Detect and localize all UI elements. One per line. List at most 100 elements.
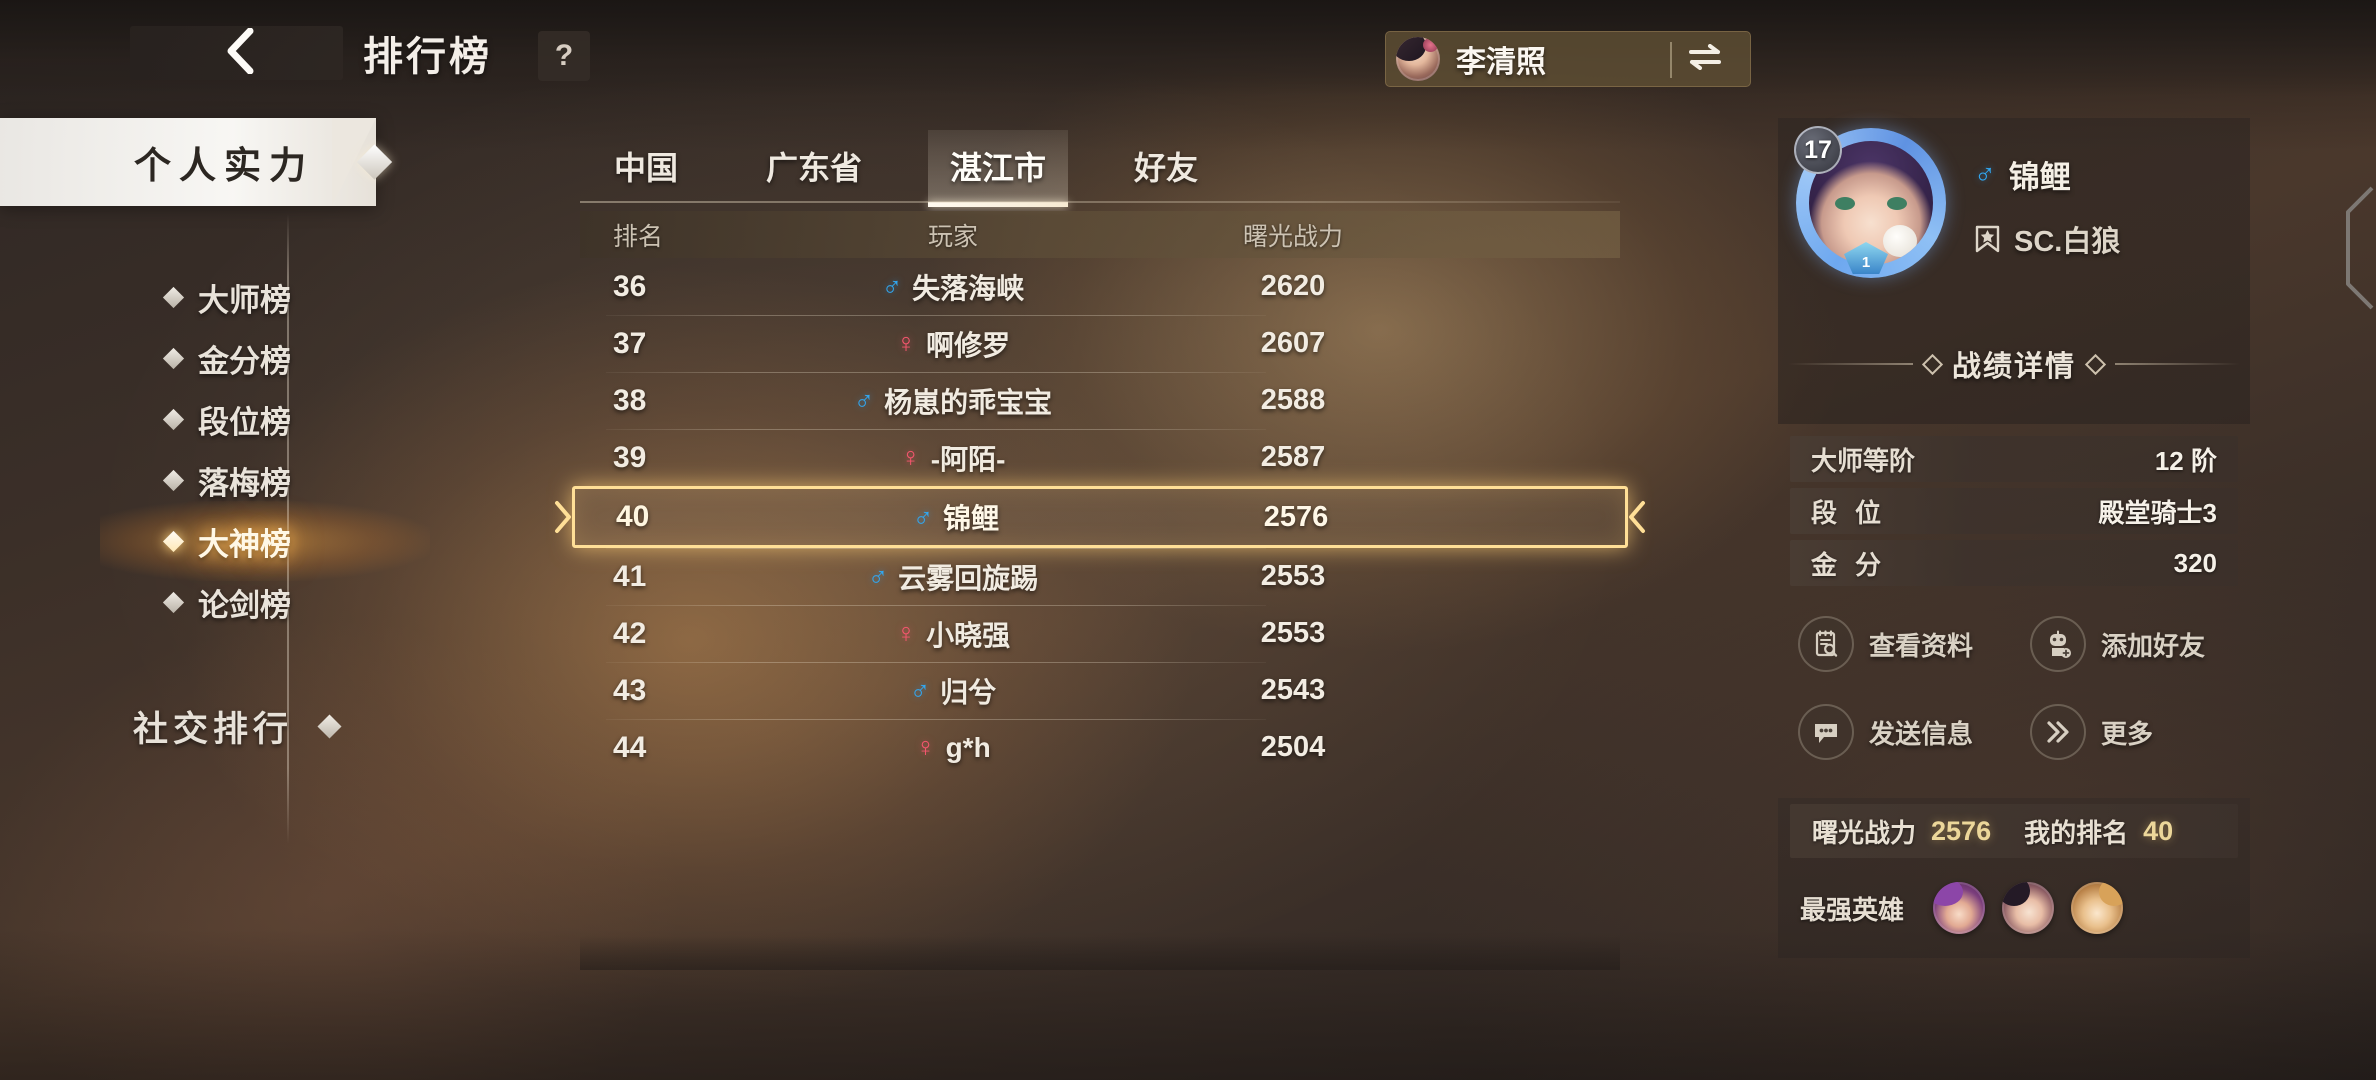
table-row[interactable]: 43 ♂ 归兮 2543 [580,662,1620,719]
my-rank-value: 40 [2143,815,2174,846]
row-rank: 43 [613,673,647,707]
table-header: 排名 玩家 曙光战力 [580,211,1620,258]
sidebar-item-dashen[interactable]: 大神榜 [100,501,430,581]
sidebar-item-rank[interactable]: 段位榜 [162,395,291,443]
character-selector[interactable]: 李清照 [1385,31,1751,87]
back-button[interactable] [130,26,343,80]
stat-row-master-tier: 大师等阶 12 阶 [1790,436,2238,482]
record-section-title: 战绩详情 [1952,351,2077,383]
row-rank: 38 [613,383,647,417]
table-row[interactable]: 39 ♀ -阿陌- 2587 [580,429,1620,486]
my-rank-label: 我的排名 [2024,817,2129,848]
sidebar-item-label: 落梅榜 [198,465,291,501]
diamond-icon [317,713,342,739]
tab-label: 中国 [614,150,679,186]
help-button[interactable]: ? [538,31,590,81]
gender-female-icon: ♀ [915,732,936,762]
row-rank: 40 [616,500,650,533]
tab-label: 广东省 [766,150,863,186]
diamond-icon [162,591,185,613]
hero-avatar-2[interactable] [2002,882,2055,934]
tab-zhanjiang[interactable]: 湛江市 [928,130,1069,207]
top-heroes-row: 最强英雄 [1790,876,2238,940]
edge-drawer-handle[interactable] [2318,182,2376,314]
profile-guild-row: SC.白狼 [1974,218,2120,260]
sidebar-section-social[interactable]: 社交排行 [133,698,342,754]
power-label: 曙光战力 [1812,817,1917,848]
hero-avatar-1[interactable] [1933,882,1986,934]
table-row[interactable]: 36 ♂ 失落海峡 2620 [580,258,1620,315]
power-value: 2576 [1931,815,1992,846]
stat-value: 殿堂骑士3 [2098,497,2217,528]
tab-friends[interactable]: 好友 [1112,130,1220,202]
sidebar-section-header[interactable]: 个人实力 [0,118,393,206]
region-tabs: 中国 广东省 湛江市 好友 [580,118,1620,207]
row-player: ♂ 归兮 [763,671,1143,711]
tab-china[interactable]: 中国 [592,130,700,202]
table-row-selected[interactable]: 40 ♂ 锦鲤 2576 [555,486,1645,548]
sidebar-item-label: 大神榜 [198,526,291,562]
action-buttons: 查看资料 添加好友 [1790,616,2238,776]
tab-label: 湛江市 [950,150,1047,186]
table-row[interactable]: 41 ♂ 云雾回旋踢 2553 [580,548,1620,605]
row-power: 2588 [1260,384,1326,416]
sidebar-item-luomei[interactable]: 落梅榜 [162,456,291,504]
row-player: ♀ g*h [763,732,1143,764]
action-label: 发送信息 [1869,718,1974,749]
diamond-icon [162,286,185,308]
row-power: 2553 [1260,617,1326,649]
row-rank: 37 [613,326,647,360]
action-label: 查看资料 [1869,630,1974,661]
sidebar-item-lunjian[interactable]: 论剑榜 [162,578,291,626]
more-chevrons-icon [2030,704,2086,760]
diamond-icon [1921,353,1944,375]
row-player-name: 云雾回旋踢 [898,562,1039,594]
swap-character-button[interactable] [1676,32,1734,86]
top-heroes-label: 最强英雄 [1800,894,1905,925]
table-row[interactable]: 37 ♀ 啊修罗 2607 [580,315,1620,372]
gender-male-icon: ♂ [853,385,875,415]
stat-row-gold-score: 金分 320 [1790,540,2238,586]
add-friend-icon [2030,616,2086,672]
tab-label: 好友 [1134,150,1199,186]
sidebar-item-goldscore[interactable]: 金分榜 [162,334,291,382]
diamond-icon [162,408,185,430]
avatar[interactable]: 1 17 [1794,126,1946,278]
hero-avatar-3[interactable] [2071,882,2124,934]
action-label: 更多 [2101,718,2154,749]
divider [1670,42,1672,78]
gender-male-icon: ♂ [909,675,931,705]
add-friend-button[interactable]: 添加好友 [2030,616,2205,672]
stat-key: 段位 [1811,497,1900,528]
row-player: ♂ 失落海峡 [763,267,1143,307]
more-button[interactable]: 更多 [2030,704,2153,760]
send-message-button[interactable]: 发送信息 [1798,704,1973,760]
row-player: ♀ -阿陌- [763,438,1143,478]
table-row[interactable]: 42 ♀ 小晓强 2553 [580,605,1620,662]
guild-banner-icon [1974,225,2001,253]
view-profile-button[interactable]: 查看资料 [1798,616,1973,672]
row-player: ♀ 小晓强 [763,614,1143,654]
table-row[interactable]: 38 ♂ 杨崽的乖宝宝 2588 [580,372,1620,429]
record-section-divider: 战绩详情 [1788,346,2241,383]
table-row[interactable]: 44 ♀ g*h 2504 [580,719,1620,776]
gender-female-icon: ♀ [900,442,921,472]
sidebar-item-master[interactable]: 大师榜 [162,273,291,321]
diamond-icon [2084,353,2107,375]
tabs-baseline [580,201,1620,203]
profile-guild-name: SC.白狼 [2014,226,2121,258]
row-player-name: -阿陌- [930,443,1006,475]
swap-arrows-icon [1687,43,1723,75]
stat-value: 12 阶 [2154,445,2217,476]
avatar [1396,37,1440,81]
row-rank: 42 [613,616,647,650]
divider-line [1788,363,1913,365]
row-power: 2576 [1263,500,1329,533]
row-player: ♂ 杨崽的乖宝宝 [763,381,1143,421]
tab-guangdong[interactable]: 广东省 [744,130,884,202]
diamond-icon [162,530,185,552]
row-rank: 36 [613,269,647,303]
player-detail-panel: 1 17 ♂ 锦鲤 SC.白狼 战绩详情 大师等阶 12 阶 [1778,118,2250,958]
row-player-name: g*h [945,731,991,763]
row-power: 2543 [1260,674,1326,706]
